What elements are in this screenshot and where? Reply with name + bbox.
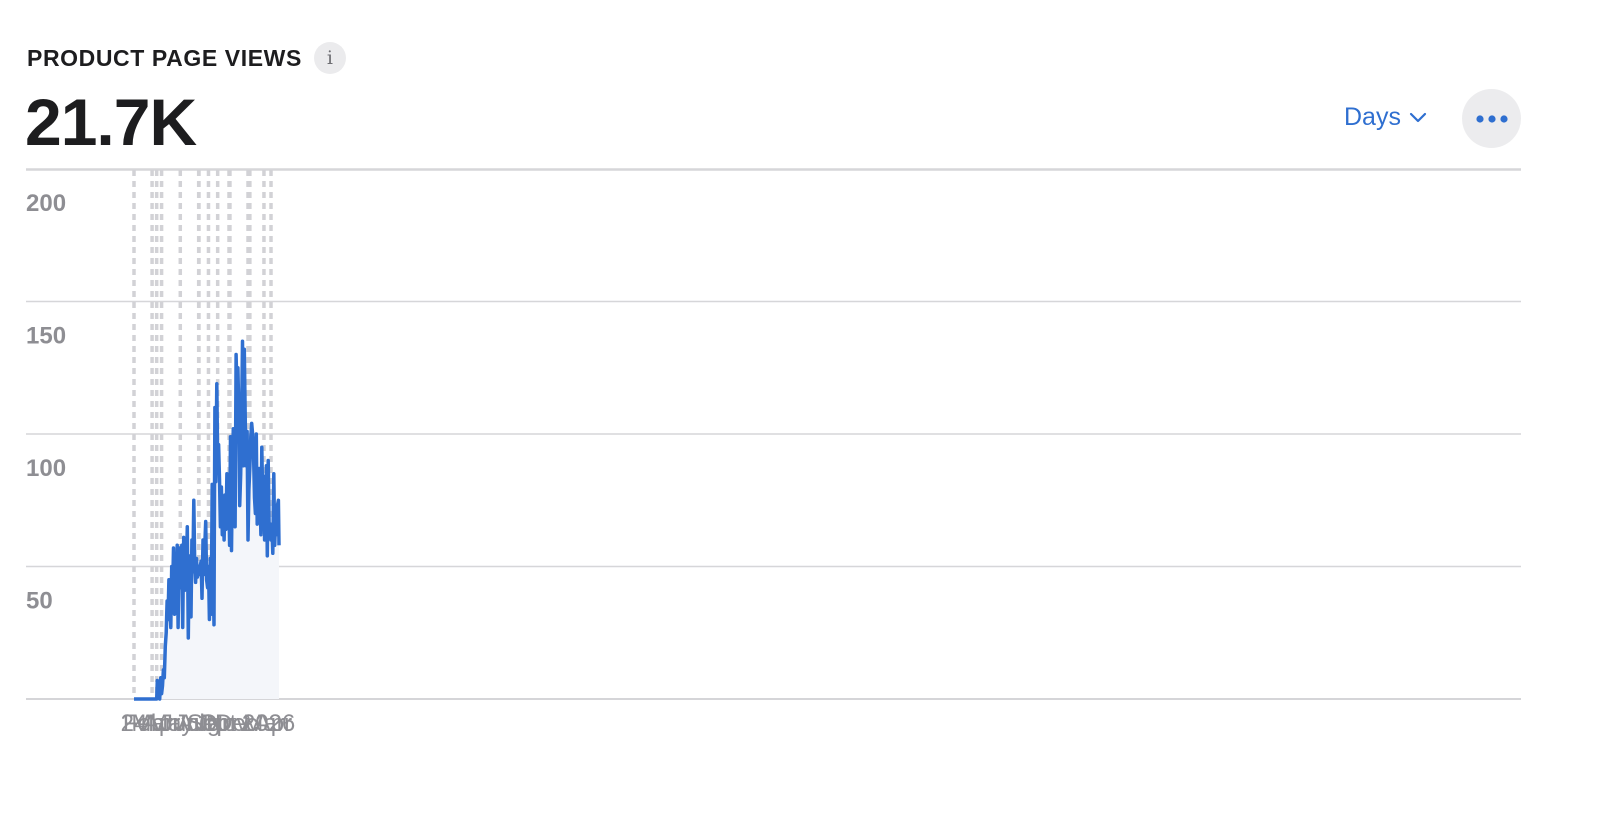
x-tick-label: Mar [243, 710, 284, 737]
metric-header: PRODUCT PAGE VIEWS i [27, 42, 346, 74]
y-tick-label: 100 [26, 455, 66, 482]
x-tick-label: Feb [123, 710, 164, 737]
x-tick-label: Jul [174, 710, 205, 737]
x-tick-label: Aug [178, 710, 221, 737]
x-tick-label: Nov [206, 710, 249, 737]
metric-title: PRODUCT PAGE VIEWS [27, 44, 302, 71]
x-tick-label: Apr [143, 710, 180, 737]
chevron-down-icon [1409, 112, 1427, 122]
x-tick-label: 24 [121, 710, 148, 737]
metric-total-value: 21.7K [25, 85, 197, 159]
x-tick-label: Oct [199, 710, 237, 737]
x-tick-label: May [148, 710, 193, 737]
y-tick-label: 50 [26, 588, 53, 615]
series-line [134, 339, 281, 701]
x-tick-label: Jan 2026 [196, 710, 295, 737]
x-tick-label: Dec [215, 710, 258, 737]
x-tick-label: Mar [131, 710, 172, 737]
period-dropdown-label: Days [1344, 103, 1401, 131]
x-tick-label: Sep [187, 710, 230, 737]
more-options-button[interactable] [1462, 89, 1521, 148]
y-tick-label: 200 [26, 190, 66, 217]
period-dropdown[interactable]: Days [1344, 103, 1427, 132]
info-icon[interactable]: i [313, 42, 346, 74]
more-horizontal-icon [1475, 114, 1508, 123]
x-tick-label: Jun [161, 710, 200, 737]
y-tick-label: 150 [26, 323, 66, 350]
x-tick-label: Apr [255, 710, 292, 737]
